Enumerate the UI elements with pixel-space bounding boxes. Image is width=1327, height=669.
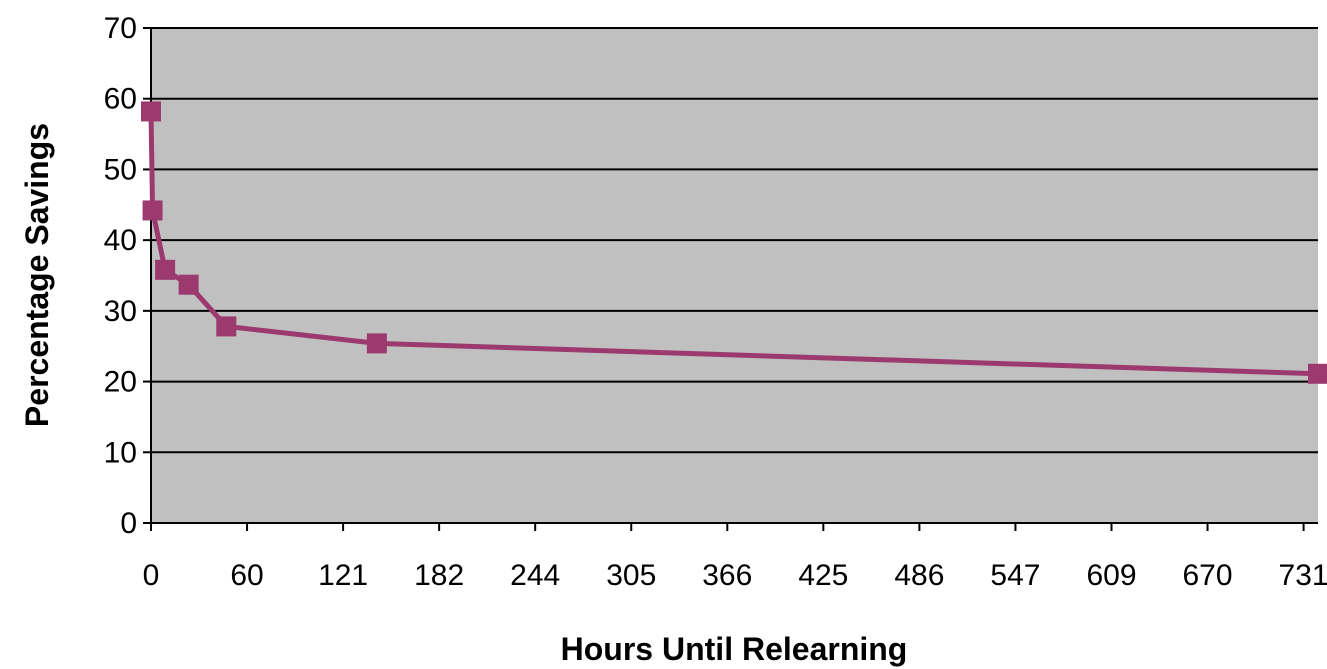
data-point-marker xyxy=(366,333,387,354)
y-tick-label: 0 xyxy=(120,507,137,540)
data-point-marker xyxy=(178,274,199,295)
x-tick-label: 182 xyxy=(414,559,464,592)
data-point-marker xyxy=(141,101,161,122)
y-tick-label: 10 xyxy=(104,436,137,469)
x-tick-label: 486 xyxy=(894,559,944,592)
y-tick-label: 50 xyxy=(104,153,137,186)
plot-area xyxy=(151,28,1318,523)
data-point-marker xyxy=(1308,363,1327,384)
data-point-marker xyxy=(216,316,237,337)
y-axis-title: Percentage Savings xyxy=(19,123,55,427)
y-tick-label: 30 xyxy=(104,295,137,328)
x-tick-label: 425 xyxy=(798,559,848,592)
x-tick-label: 670 xyxy=(1183,559,1233,592)
y-tick-label: 20 xyxy=(104,366,137,399)
y-tick-label: 70 xyxy=(104,12,137,45)
data-point-marker xyxy=(155,259,176,280)
y-tick-label: 60 xyxy=(104,83,137,116)
data-point-marker xyxy=(142,200,163,221)
x-axis-title: Hours Until Relearning xyxy=(561,631,908,667)
x-tick-label: 609 xyxy=(1086,559,1136,592)
x-tick-label: 366 xyxy=(702,559,752,592)
x-tick-label: 547 xyxy=(990,559,1040,592)
x-tick-label: 244 xyxy=(510,559,560,592)
x-tick-label: 305 xyxy=(606,559,656,592)
x-tick-label: 60 xyxy=(230,559,263,592)
x-tick-label: 0 xyxy=(143,559,160,592)
x-tick-label: 121 xyxy=(318,559,368,592)
y-tick-label: 40 xyxy=(104,224,137,257)
x-tick-label: 731 xyxy=(1279,559,1327,592)
